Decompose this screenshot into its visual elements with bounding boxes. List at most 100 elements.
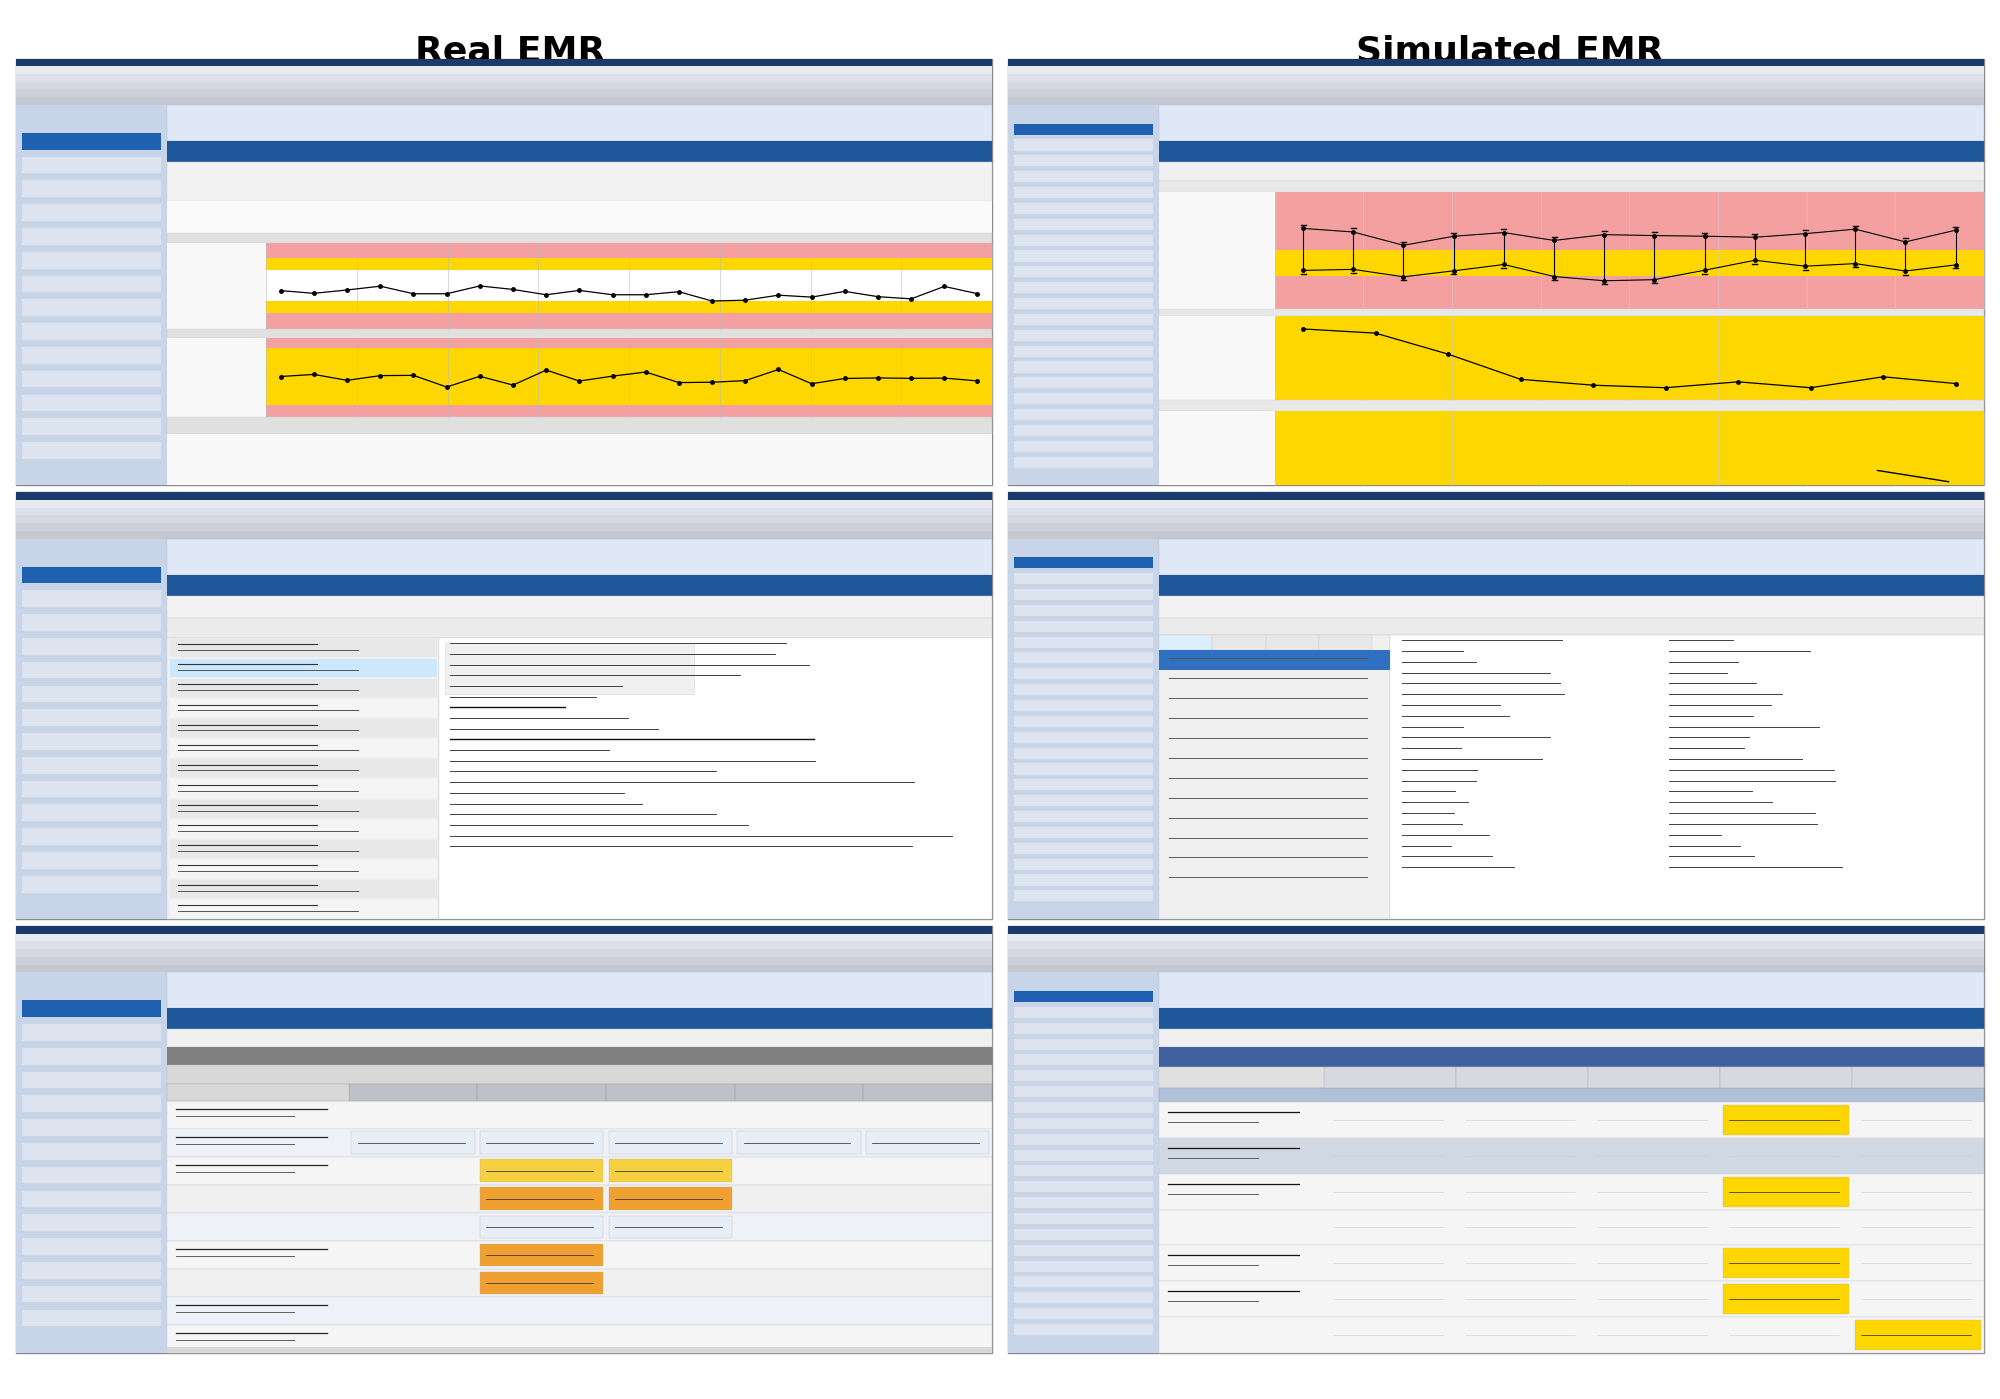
- Bar: [168, 162, 992, 200]
- Bar: [1008, 949, 1984, 957]
- Bar: [266, 242, 992, 259]
- Bar: [1014, 637, 1154, 648]
- Bar: [168, 200, 992, 234]
- Bar: [1008, 59, 1984, 485]
- Bar: [1160, 1067, 1984, 1088]
- Bar: [480, 1216, 604, 1238]
- Bar: [170, 900, 436, 918]
- Bar: [1014, 700, 1154, 711]
- Bar: [1014, 779, 1154, 790]
- Bar: [734, 1084, 864, 1101]
- Bar: [168, 1347, 992, 1353]
- Bar: [170, 659, 436, 677]
- Bar: [16, 74, 992, 81]
- Bar: [170, 760, 436, 778]
- Bar: [168, 638, 440, 919]
- Bar: [1014, 1228, 1154, 1240]
- Bar: [1008, 942, 1984, 949]
- Bar: [1014, 266, 1154, 277]
- Bar: [168, 434, 992, 485]
- Bar: [1014, 425, 1154, 436]
- Bar: [168, 329, 992, 337]
- Bar: [16, 926, 992, 1353]
- Bar: [22, 180, 162, 197]
- Bar: [22, 757, 162, 774]
- Bar: [1014, 1181, 1154, 1192]
- Bar: [16, 508, 992, 515]
- Bar: [738, 1132, 860, 1154]
- Bar: [1014, 1102, 1154, 1114]
- Bar: [22, 228, 162, 245]
- Bar: [1014, 218, 1154, 229]
- Bar: [1014, 1323, 1154, 1335]
- Bar: [22, 686, 162, 702]
- Bar: [170, 639, 436, 658]
- Bar: [1008, 523, 1984, 530]
- Bar: [1274, 192, 1984, 309]
- Bar: [1008, 492, 1984, 919]
- Bar: [22, 1143, 162, 1160]
- Bar: [1160, 972, 1984, 1009]
- Bar: [1014, 313, 1154, 325]
- Bar: [22, 876, 162, 893]
- Bar: [16, 949, 992, 957]
- Bar: [1160, 1137, 1984, 1174]
- Bar: [22, 133, 162, 150]
- Bar: [1008, 81, 1984, 90]
- Bar: [168, 1297, 992, 1325]
- Bar: [266, 406, 992, 417]
- Bar: [1014, 441, 1154, 452]
- Bar: [170, 719, 436, 737]
- Bar: [170, 739, 436, 757]
- Bar: [1390, 635, 1984, 919]
- Bar: [1014, 409, 1154, 420]
- Bar: [1014, 1086, 1154, 1097]
- Bar: [1008, 499, 1984, 508]
- Bar: [16, 90, 992, 97]
- Bar: [1160, 1245, 1984, 1281]
- Bar: [22, 638, 162, 655]
- Bar: [1274, 316, 1984, 400]
- Bar: [1722, 1248, 1850, 1279]
- Bar: [168, 1269, 992, 1297]
- Bar: [1160, 1009, 1984, 1030]
- Bar: [1160, 105, 1984, 141]
- Bar: [866, 1132, 990, 1154]
- Bar: [1014, 890, 1154, 901]
- Bar: [266, 301, 992, 313]
- Bar: [1008, 926, 1984, 1353]
- Bar: [22, 1000, 162, 1017]
- Bar: [1014, 346, 1154, 357]
- Bar: [1008, 926, 1984, 933]
- Bar: [22, 1048, 162, 1065]
- Bar: [1014, 795, 1154, 806]
- Bar: [22, 252, 162, 269]
- Bar: [1008, 933, 1984, 942]
- Bar: [1014, 1213, 1154, 1224]
- Bar: [16, 492, 992, 499]
- Bar: [22, 371, 162, 388]
- Bar: [1014, 1150, 1154, 1161]
- Bar: [1008, 492, 1984, 499]
- Bar: [1014, 1276, 1154, 1287]
- Bar: [1014, 764, 1154, 775]
- Bar: [1014, 1245, 1154, 1256]
- Bar: [16, 492, 992, 919]
- Bar: [1014, 990, 1154, 1002]
- Bar: [168, 1129, 992, 1157]
- Bar: [1014, 574, 1154, 585]
- Bar: [1014, 652, 1154, 663]
- Bar: [1160, 309, 1984, 316]
- Bar: [1014, 393, 1154, 404]
- Bar: [168, 1046, 992, 1066]
- Bar: [1160, 596, 1984, 618]
- Bar: [1160, 1102, 1984, 1137]
- Bar: [1722, 1284, 1850, 1314]
- Bar: [22, 1214, 162, 1231]
- Bar: [16, 530, 992, 539]
- Bar: [1014, 1133, 1154, 1144]
- Bar: [16, 59, 992, 66]
- Bar: [480, 1244, 604, 1266]
- Bar: [1854, 1319, 1982, 1350]
- Bar: [22, 276, 162, 292]
